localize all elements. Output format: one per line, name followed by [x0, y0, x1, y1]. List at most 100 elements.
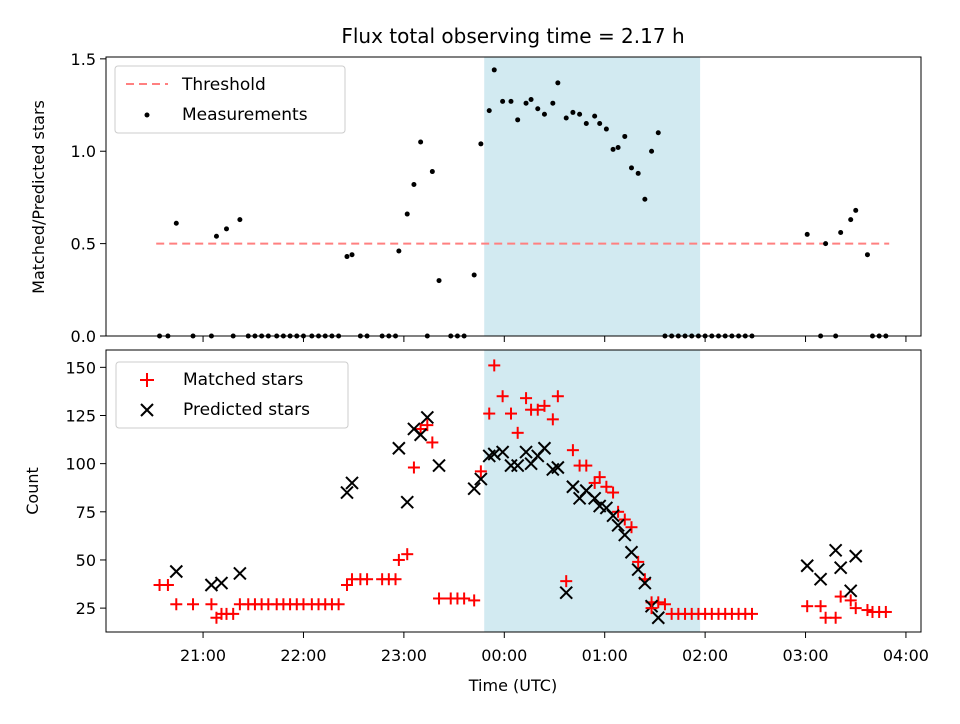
measurement-point: [523, 100, 529, 106]
matched-star-point: [607, 486, 620, 499]
predicted-star-point: [813, 572, 828, 586]
predicted-star-point: [420, 410, 435, 425]
measurement-point: [349, 252, 355, 258]
predicted-star-point: [392, 441, 406, 455]
measurement-point: [173, 220, 179, 226]
bottom-legend: Matched stars Predicted stars: [115, 361, 349, 429]
predicted-star-point: [487, 447, 501, 461]
measurement-point: [583, 121, 589, 127]
figure-title: Flux total observing time = 2.17 h: [341, 24, 684, 48]
matched-star-point: [414, 422, 427, 435]
predicted-star-point: [587, 491, 602, 506]
bottom-xlabel: Time (UTC): [468, 676, 557, 695]
matched-star-point: [632, 555, 645, 568]
predicted-star-point: [537, 441, 552, 455]
bottom-panel: 25 50 75 100 125 150 21:00 22:00 23:00 00:00 01:0…: [23, 349, 929, 695]
measurement-point: [486, 108, 492, 114]
legend-measurements-swatch: [144, 112, 150, 118]
matched-star-point: [580, 459, 593, 472]
top-legend: Threshold Measurements: [114, 65, 346, 134]
measurement-point: [635, 170, 641, 176]
legend-measurements-label: Measurements: [182, 105, 308, 125]
matched-star-point: [504, 407, 517, 420]
top-shaded-span: [484, 57, 701, 336]
measurement-point: [853, 207, 859, 213]
matched-star-point: [844, 594, 857, 607]
measurement-point: [610, 146, 616, 152]
bottom-ylabel: Count: [23, 467, 42, 515]
bottom-marks: [153, 359, 892, 625]
top-ytick-label: 1.5: [71, 50, 96, 69]
measurement-point: [223, 226, 229, 232]
measurement-point: [237, 217, 243, 223]
measurement-point: [478, 141, 484, 147]
matched-star-point: [566, 444, 579, 457]
predicted-star-point: [400, 495, 414, 509]
matched-star-point: [861, 604, 874, 617]
top-ytick-label: 1.0: [71, 142, 96, 161]
measurement-point: [418, 139, 424, 145]
measurement-point: [555, 80, 561, 86]
matched-star-point: [560, 575, 573, 588]
bottom-x-ticks: 21:00 22:00 23:00 00:00 01:00 02:00 03:00 04:00: [180, 632, 929, 665]
top-ylabel: Matched/Predicted stars: [29, 100, 48, 294]
predicted-star-point: [611, 518, 625, 532]
predicted-star-point: [638, 576, 652, 590]
matched-star-point: [593, 471, 606, 484]
bottom-plot-frame: [105, 349, 922, 633]
matched-star-point: [814, 600, 827, 613]
matched-star-point: [879, 605, 892, 618]
measurement-point: [563, 115, 569, 121]
matched-star-point: [170, 598, 183, 611]
matched-star-point: [361, 573, 374, 586]
matched-star-point: [468, 594, 481, 607]
measurement-point: [515, 117, 521, 123]
matched-star-point: [433, 592, 446, 605]
predicted-star-point: [800, 559, 814, 573]
measurement-point: [570, 109, 576, 115]
matched-star-point: [600, 480, 613, 493]
matched-star-point: [801, 600, 814, 613]
measurement-point: [838, 230, 844, 236]
measurement-point: [823, 241, 829, 247]
predicted-star-point: [566, 480, 580, 494]
predicted-star-point: [624, 545, 639, 559]
matched-star-point: [340, 579, 353, 591]
legend-matched-label: Matched stars: [183, 370, 303, 390]
matched-star-point: [161, 579, 174, 591]
measurement-point: [622, 133, 628, 139]
matched-star-point: [227, 607, 240, 620]
measurement-point: [577, 111, 583, 117]
matched-star-point: [819, 611, 832, 624]
measurement-point: [404, 211, 410, 217]
bottom-ytick-label: 150: [65, 358, 96, 377]
measurement-point: [848, 217, 854, 223]
measurement-point: [344, 254, 350, 260]
predicted-star-point: [618, 528, 632, 542]
measurement-point: [592, 113, 598, 119]
matched-star-point: [531, 403, 544, 416]
measurement-point: [508, 98, 514, 104]
predicted-star-point: [467, 481, 481, 496]
matched-star-point: [426, 436, 439, 449]
predicted-star-point: [432, 458, 446, 473]
measurement-point: [436, 278, 442, 284]
predicted-star-point: [844, 584, 858, 598]
matched-star-point: [392, 553, 405, 566]
predicted-star-point: [340, 485, 354, 500]
matched-star-point: [205, 598, 218, 611]
measurement-point: [597, 121, 603, 127]
measurement-point: [500, 98, 506, 104]
bottom-shaded-span: [484, 350, 701, 632]
predicted-star-point: [631, 562, 645, 577]
predicted-star-point: [169, 564, 183, 579]
measurement-point: [804, 231, 810, 237]
top-ytick-label: 0.0: [71, 327, 96, 346]
measurement-point: [550, 100, 556, 106]
bottom-legend-box: [115, 361, 349, 429]
matched-star-point: [538, 399, 551, 412]
measurement-point: [535, 106, 541, 112]
bottom-xtick-label: 22:00: [280, 646, 326, 665]
bottom-ytick-label: 125: [65, 406, 96, 425]
